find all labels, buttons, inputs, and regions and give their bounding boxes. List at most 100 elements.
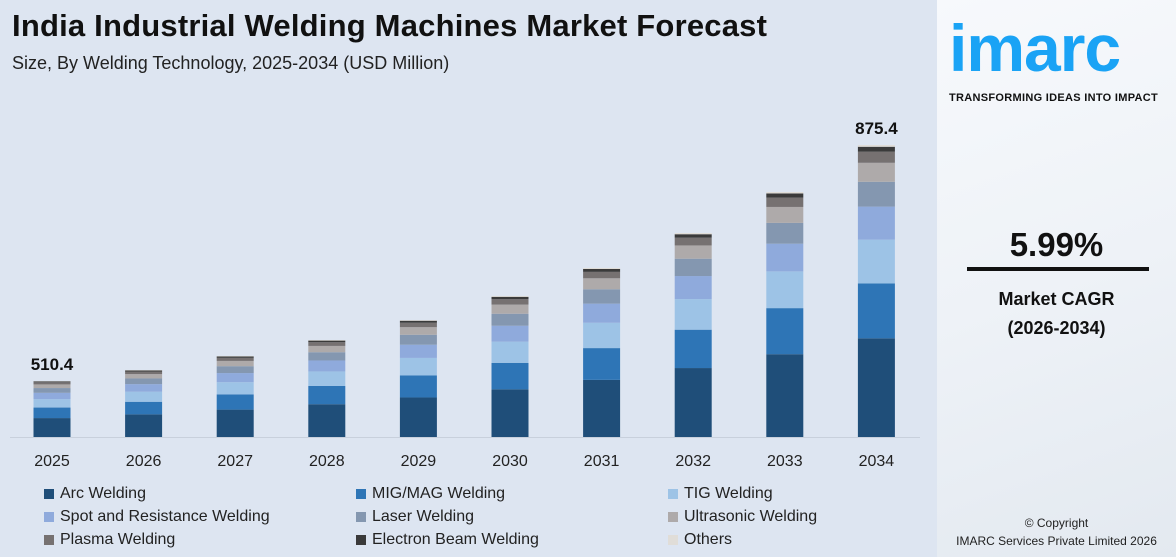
x-tick-label: 2032 xyxy=(675,453,711,470)
legend-label: Plasma Welding xyxy=(60,530,176,548)
bar-segment-tig-welding xyxy=(399,357,437,376)
bar-segment-electron-beam-welding xyxy=(216,356,254,358)
bar-segment-mig-mag-welding xyxy=(857,283,895,339)
bar-segment-laser-welding xyxy=(216,366,254,374)
bar-segment-electron-beam-welding xyxy=(766,193,804,198)
bar-segment-laser-welding xyxy=(33,388,71,393)
bar-segment-mig-mag-welding xyxy=(399,375,437,398)
legend-label: Laser Welding xyxy=(372,507,474,525)
bar-segment-mig-mag-welding xyxy=(125,401,163,415)
imarc-logo: imarc xyxy=(949,11,1121,85)
bar-segment-arc-welding xyxy=(399,397,437,437)
bar-segment-plasma-welding xyxy=(766,197,804,207)
bar-segment-spot-and-resistance-welding xyxy=(857,206,895,240)
x-tick-label: 2026 xyxy=(126,453,162,470)
bar-segment-plasma-welding xyxy=(308,342,346,346)
bar-segment-tig-welding xyxy=(33,399,71,408)
bar-segment-plasma-welding xyxy=(674,237,712,246)
stacked-bar-chart: 2025 510.4 2026 2027 2028 2029 2030 2031 2032 203… xyxy=(10,119,920,470)
bar-segment-tig-welding xyxy=(308,371,346,386)
x-tick-label: 2029 xyxy=(401,453,437,470)
brand-panel: imarc TRANSFORMING IDEAS INTO IMPACT 5.9… xyxy=(937,0,1176,557)
bar-segment-plasma-welding xyxy=(33,382,71,385)
legend-item: Electron Beam Welding xyxy=(356,530,668,549)
bar-segment-spot-and-resistance-welding xyxy=(766,243,804,272)
x-tick-label: 2028 xyxy=(309,453,345,470)
cagr-value: 5.99% xyxy=(1009,226,1104,263)
x-tick-label: 2031 xyxy=(584,453,620,470)
bar-segment-laser-welding xyxy=(399,334,437,345)
bar-segment-electron-beam-welding xyxy=(125,370,163,372)
legend-swatch xyxy=(356,488,366,499)
legend-item: TIG Welding xyxy=(668,484,924,503)
bar-segment-laser-welding xyxy=(766,222,804,244)
bar-segment-mig-mag-welding xyxy=(308,385,346,405)
logo-tagline: TRANSFORMING IDEAS INTO IMPACT xyxy=(949,92,1159,104)
bar-segment-others xyxy=(491,295,529,297)
bar-segment-others xyxy=(308,340,346,341)
bar-segment-ultrasonic-welding xyxy=(674,245,712,259)
bar-segment-others xyxy=(583,267,621,269)
bar-segment-ultrasonic-welding xyxy=(857,162,895,182)
x-tick-label: 2025 xyxy=(34,453,70,470)
bar-segment-spot-and-resistance-welding xyxy=(125,384,163,392)
bar-segment-plasma-welding xyxy=(583,271,621,279)
legend-label: Ultrasonic Welding xyxy=(684,507,818,525)
bar-segment-tig-welding xyxy=(766,271,804,309)
bar-segment-mig-mag-welding xyxy=(491,362,529,390)
bar-segment-plasma-welding xyxy=(125,371,163,375)
bar-segment-others xyxy=(674,232,712,235)
x-tick-label: 2034 xyxy=(859,453,895,470)
copyright-text: © Copyright xyxy=(1024,516,1089,530)
chart-title: India Industrial Welding Machines Market… xyxy=(12,8,768,43)
bar-segment-ultrasonic-welding xyxy=(308,345,346,353)
x-tick-label: 2033 xyxy=(767,453,803,470)
bar-segment-arc-welding xyxy=(857,338,895,437)
legend-swatch xyxy=(356,511,366,522)
bar-segment-mig-mag-welding xyxy=(583,348,621,380)
legend-label: TIG Welding xyxy=(684,484,773,502)
bar-segment-others xyxy=(766,192,804,194)
total-data-label: 510.4 xyxy=(31,355,74,374)
bar-segment-electron-beam-welding xyxy=(33,381,71,383)
bar-segment-mig-mag-welding xyxy=(674,329,712,369)
bar-segment-ultrasonic-welding xyxy=(125,374,163,379)
company-name: IMARC Services Private Limited 2026 xyxy=(956,534,1157,548)
bar-segment-laser-welding xyxy=(491,313,529,326)
cagr-label: Market CAGR (2026-2034) xyxy=(937,285,1176,343)
bar-segment-ultrasonic-welding xyxy=(216,360,254,367)
bar-segment-arc-welding xyxy=(308,404,346,437)
bar-segment-plasma-welding xyxy=(399,322,437,328)
bar-segment-tig-welding xyxy=(674,299,712,330)
legend-label: Others xyxy=(684,530,733,548)
bar-segment-mig-mag-welding xyxy=(33,407,71,419)
legend-swatch xyxy=(356,534,366,545)
bar-segment-spot-and-resistance-welding xyxy=(33,392,71,400)
bar-segment-electron-beam-welding xyxy=(491,296,529,300)
legend-label: Arc Welding xyxy=(60,484,146,502)
cagr-period: (2026-2034) xyxy=(1007,318,1106,338)
x-tick-label: 2030 xyxy=(492,453,528,470)
bar-segment-arc-welding xyxy=(766,354,804,437)
bar-segment-ultrasonic-welding xyxy=(491,304,529,314)
bar-segment-electron-beam-welding xyxy=(308,340,346,343)
copyright: © Copyright IMARC Services Private Limit… xyxy=(937,514,1176,550)
bar-segment-electron-beam-welding xyxy=(399,320,437,323)
bar-segment-laser-welding xyxy=(125,378,163,385)
bar-segment-plasma-welding xyxy=(857,151,895,163)
bar-segment-tig-welding xyxy=(583,322,621,349)
bar-segment-ultrasonic-welding xyxy=(399,327,437,335)
legend-item: Spot and Resistance Welding xyxy=(44,507,356,526)
bar-segment-mig-mag-welding xyxy=(766,308,804,355)
bar-segment-tig-welding xyxy=(216,382,254,395)
bar-segment-arc-welding xyxy=(674,368,712,437)
bar-segment-ultrasonic-welding xyxy=(766,206,804,223)
legend-label: Electron Beam Welding xyxy=(372,530,539,548)
bar-segment-arc-welding xyxy=(125,414,163,437)
total-data-label: 875.4 xyxy=(855,119,898,138)
bar-segment-electron-beam-welding xyxy=(857,146,895,152)
legend-item: Arc Welding xyxy=(44,484,356,503)
cagr-label-text: Market CAGR xyxy=(998,289,1115,309)
legend-swatch xyxy=(44,488,54,499)
legend-item: MIG/MAG Welding xyxy=(356,484,668,503)
